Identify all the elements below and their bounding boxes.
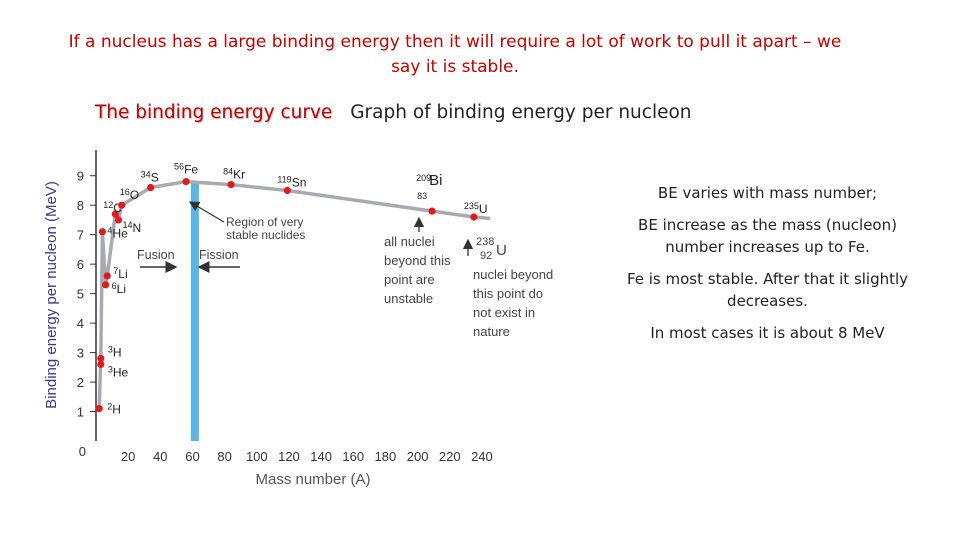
data-point xyxy=(147,183,155,192)
x-tick-label: 220 xyxy=(439,449,461,464)
point-label: 14N xyxy=(123,220,142,235)
subtitle-row: The binding energy curve Graph of bindin… xyxy=(95,102,692,123)
x-tick-label: 120 xyxy=(278,449,300,464)
point-label: 3H xyxy=(108,344,122,359)
y-axis-label: Binding energy per nucleon (MeV) xyxy=(43,181,60,409)
data-point xyxy=(227,180,235,189)
region-annotation: Region of very stable nuclides xyxy=(226,215,307,242)
point-label: 34S xyxy=(141,170,159,185)
binding-energy-chart: 20 40 60 80 100 120 140 160 180 200 220 240 0 1 2 3 4 5 6 7… xyxy=(43,150,557,488)
data-point xyxy=(118,201,126,209)
x-tick-label: 100 xyxy=(246,449,268,464)
y-tick-label: 1 xyxy=(77,405,84,420)
note-4: In most cases it is about 8 MeV xyxy=(650,324,885,342)
x-tick-label: 20 xyxy=(121,449,135,464)
data-point xyxy=(111,210,119,218)
y-tick-label: 4 xyxy=(77,316,84,331)
data-point xyxy=(103,272,111,280)
not-exist-annotation: nuclei beyond this point do not exist in… xyxy=(473,267,557,339)
note-2: BE increase as the mass (nucleon) number… xyxy=(638,216,897,256)
point-label: 3He xyxy=(108,364,129,379)
u238-mass: 238 xyxy=(476,236,494,248)
point-label: 84Kr xyxy=(223,167,245,182)
data-point xyxy=(97,354,105,363)
slide-title: If a nucleus has a large binding energy … xyxy=(68,32,842,77)
point-label: 4He xyxy=(107,226,128,241)
data-point xyxy=(428,207,436,215)
x-tick-label: 200 xyxy=(407,449,429,464)
x-tick-label: 160 xyxy=(342,449,364,464)
note-3: Fe is most stable. After that it slightl… xyxy=(626,270,909,310)
data-point xyxy=(102,281,110,289)
note-1: BE varies with mass number; xyxy=(657,184,878,202)
y-tick-label: 6 xyxy=(77,257,84,272)
point-label: 209 83Bi xyxy=(416,172,442,201)
y-tick-label: 2 xyxy=(77,375,84,390)
u238-number: 92 xyxy=(480,250,492,262)
y-tick-label: 7 xyxy=(77,228,84,243)
x-tick-label: 240 xyxy=(471,449,493,464)
x-tick-label: 60 xyxy=(185,449,199,464)
u238-symbol: U xyxy=(496,242,507,259)
y-tick-label: 8 xyxy=(77,198,84,213)
notes-panel: BE varies with mass number; BE increase … xyxy=(620,182,915,354)
data-point xyxy=(98,228,107,236)
fusion-label: Fusion xyxy=(137,248,175,262)
x-tick-label: 180 xyxy=(375,449,397,464)
subtitle-red: The binding energy curve xyxy=(95,102,333,123)
region-arrow xyxy=(188,201,225,223)
data-point xyxy=(182,178,190,186)
point-label: 16O xyxy=(120,187,139,202)
point-label: 7Li xyxy=(113,266,127,281)
point-label: 119Sn xyxy=(277,174,306,189)
subtitle-black: Graph of binding energy per nucleon xyxy=(350,102,692,123)
x-tick-label: 80 xyxy=(217,449,231,464)
y-tick-label: 0 xyxy=(79,444,86,459)
stable-region-band xyxy=(190,181,199,441)
data-point xyxy=(283,186,291,195)
y-tick-label: 3 xyxy=(77,346,84,361)
point-label: 2H xyxy=(107,402,121,417)
data-point xyxy=(470,213,478,221)
x-tick-label: 140 xyxy=(310,449,332,464)
point-label: 12C xyxy=(103,200,122,215)
fission-label: Fission xyxy=(199,248,239,262)
data-point xyxy=(95,404,103,413)
point-label: 235U xyxy=(464,201,488,216)
x-axis-label: Mass number (A) xyxy=(255,471,370,488)
data-point xyxy=(114,216,123,224)
unstable-annotation: all nuclei beyond this point are unstabl… xyxy=(384,234,454,306)
y-tick-label: 9 xyxy=(77,169,84,184)
point-label: 56Fe xyxy=(174,162,198,177)
data-point xyxy=(97,360,105,368)
point-label: 6Li xyxy=(112,281,126,296)
y-tick-label: 5 xyxy=(77,287,84,302)
x-tick-label: 40 xyxy=(153,449,167,464)
